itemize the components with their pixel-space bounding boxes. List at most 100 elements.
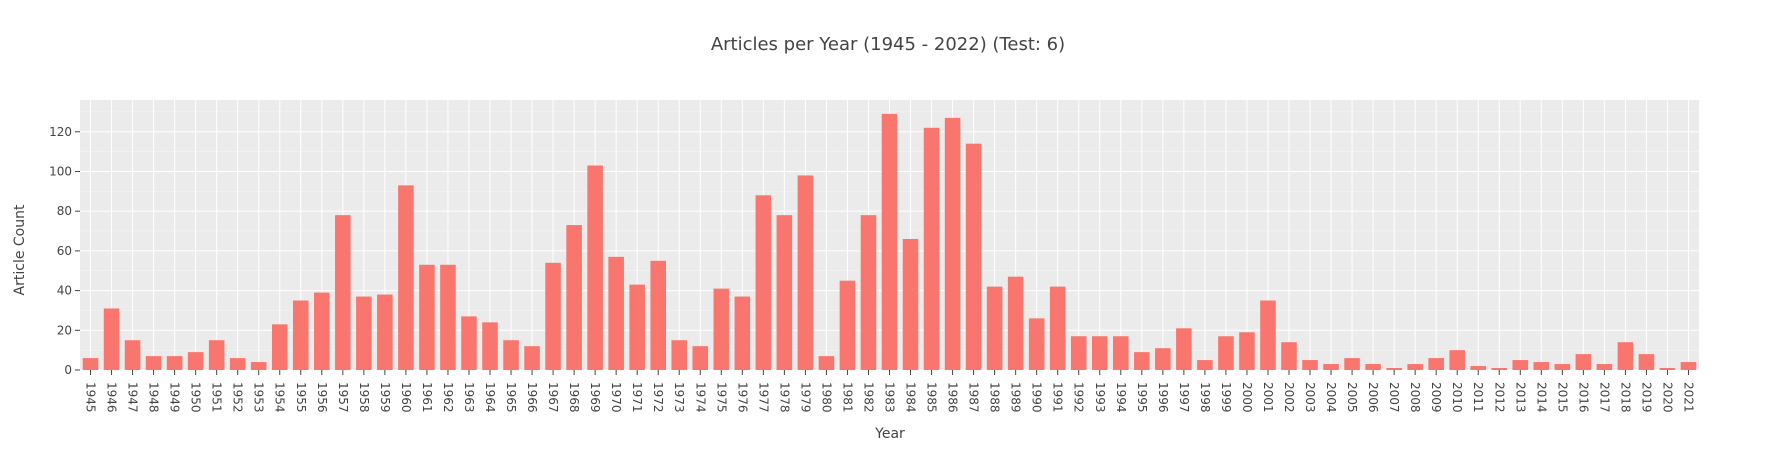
x-tick-label: 1990 — [1030, 382, 1044, 413]
x-tick-label: 1972 — [651, 382, 665, 413]
x-tick-label: 1948 — [147, 382, 161, 413]
bar-1993 — [1091, 336, 1108, 370]
x-tick-label: 1955 — [294, 382, 308, 413]
x-tick-label: 1998 — [1198, 382, 1212, 413]
bar-1968 — [566, 225, 582, 370]
y-tick-label: 60 — [57, 244, 72, 258]
bar-1969 — [587, 165, 603, 370]
bar-1997 — [1176, 328, 1192, 370]
bar-1963 — [461, 316, 477, 370]
bar-1950 — [187, 352, 204, 370]
bar-1990 — [1028, 318, 1045, 370]
bar-1957 — [335, 215, 351, 370]
bar-2004 — [1323, 364, 1339, 370]
x-tick-label: 1989 — [1009, 382, 1023, 413]
x-tick-label: 1982 — [861, 382, 875, 413]
bar-1956 — [314, 292, 330, 370]
bar-2015 — [1554, 364, 1571, 370]
bars — [82, 113, 1697, 370]
x-tick-label: 1950 — [189, 382, 203, 413]
bar-2017 — [1596, 364, 1613, 370]
bar-1945 — [82, 358, 99, 370]
bar-2006 — [1365, 364, 1381, 370]
x-tick-label: 1970 — [609, 382, 623, 413]
bar-1967 — [545, 262, 561, 370]
bar-2008 — [1407, 364, 1423, 370]
bar-1995 — [1134, 352, 1150, 370]
x-tick-label: 2005 — [1345, 382, 1359, 413]
bar-1948 — [145, 356, 162, 370]
x-tick-label: 1956 — [315, 382, 329, 413]
x-tick-label: 2017 — [1597, 382, 1611, 413]
x-tick-label: 1981 — [840, 382, 854, 413]
x-tick-label: 2008 — [1408, 382, 1422, 413]
bar-1989 — [1007, 276, 1024, 370]
x-tick-label: 1963 — [462, 382, 476, 413]
x-tick-label: 1969 — [588, 382, 602, 413]
bar-1999 — [1218, 336, 1234, 370]
x-tick-label: 1991 — [1051, 382, 1065, 413]
bar-2009 — [1428, 358, 1444, 370]
x-tick-label: 2004 — [1324, 382, 1338, 413]
bar-1962 — [440, 264, 456, 370]
bar-1996 — [1155, 348, 1171, 370]
x-tick-label: 1953 — [252, 382, 266, 413]
bar-1998 — [1197, 360, 1213, 370]
x-tick-label: 1967 — [546, 382, 560, 413]
x-tick-label: 2009 — [1429, 382, 1443, 413]
x-tick-label: 2021 — [1681, 382, 1695, 413]
x-tick-label: 2006 — [1366, 382, 1380, 413]
x-tick-label: 2001 — [1261, 382, 1275, 413]
bar-2014 — [1533, 362, 1550, 370]
bar-1953 — [250, 362, 267, 370]
x-tick-label: 1946 — [105, 382, 119, 413]
bar-1966 — [524, 346, 540, 370]
bar-1959 — [377, 294, 393, 370]
x-tick-label: 1976 — [735, 382, 749, 413]
y-axis-ticks: 0 20 40 60 80 100 120 — [49, 125, 80, 377]
x-tick-label: 1960 — [399, 382, 413, 413]
bar-1974 — [692, 346, 709, 370]
x-tick-label: 1980 — [819, 382, 833, 413]
y-tick-label: 80 — [57, 204, 72, 218]
x-tick-label: 1979 — [798, 382, 812, 413]
bar-1982 — [860, 215, 877, 370]
x-tick-label: 1984 — [904, 382, 918, 413]
bar-1979 — [797, 175, 814, 370]
bar-1972 — [650, 260, 666, 370]
x-tick-label: 2007 — [1387, 382, 1401, 413]
bar-1947 — [124, 340, 141, 370]
x-tick-label: 1961 — [420, 382, 434, 413]
bar-2016 — [1575, 354, 1592, 370]
bar-1952 — [229, 358, 246, 370]
x-tick-label: 2019 — [1639, 382, 1653, 413]
bar-1955 — [292, 300, 309, 370]
x-tick-label: 1949 — [168, 382, 182, 413]
x-tick-label: 1975 — [714, 382, 728, 413]
x-tick-label: 1985 — [925, 382, 939, 413]
x-axis-label: Year — [874, 426, 905, 442]
y-tick-label: 0 — [64, 363, 72, 377]
x-tick-label: 1954 — [273, 382, 287, 413]
bar-1960 — [398, 185, 414, 370]
bar-1946 — [103, 308, 120, 370]
bar-1985 — [923, 127, 940, 370]
bar-1977 — [755, 195, 772, 370]
x-tick-label: 1952 — [231, 382, 245, 413]
bar-1991 — [1049, 286, 1066, 370]
bar-1958 — [356, 296, 372, 370]
bar-2013 — [1512, 360, 1529, 370]
x-tick-label: 2013 — [1513, 382, 1527, 413]
bar-2005 — [1344, 358, 1360, 370]
x-tick-label: 1971 — [630, 382, 644, 413]
y-tick-label: 20 — [57, 323, 72, 337]
bar-1984 — [902, 238, 919, 370]
x-tick-label: 1996 — [1156, 382, 1170, 413]
bar-1994 — [1113, 336, 1129, 370]
bar-2001 — [1260, 300, 1276, 370]
bar-2021 — [1680, 362, 1697, 370]
bar-2007 — [1386, 368, 1402, 370]
x-tick-label: 1951 — [210, 382, 224, 413]
x-axis-ticks: 1945 1946 1947 1948 1949 1950 1951 1952 1953 1954… — [84, 370, 1695, 413]
